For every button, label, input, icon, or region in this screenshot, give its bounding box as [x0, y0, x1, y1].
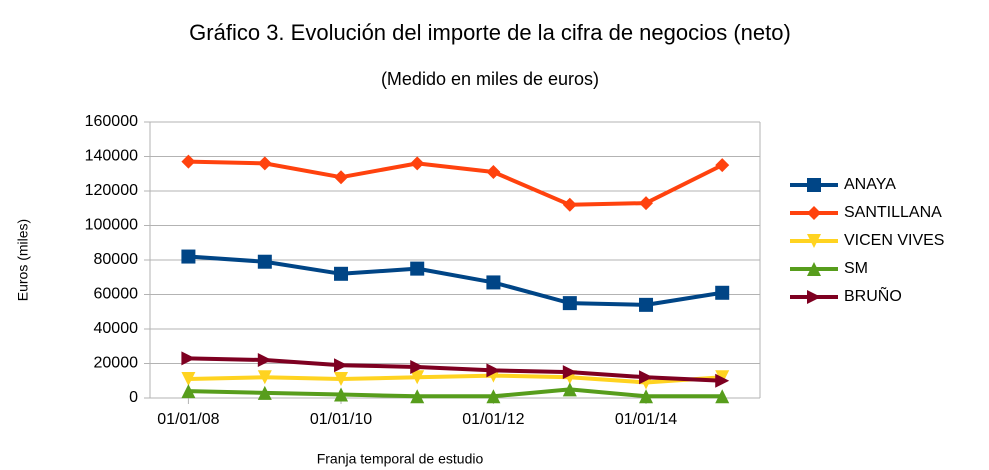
point	[715, 373, 730, 388]
point	[410, 156, 425, 171]
legend-marker	[807, 290, 821, 304]
point	[410, 359, 425, 374]
point	[181, 372, 196, 387]
point	[181, 249, 196, 264]
point	[486, 363, 501, 378]
point	[334, 387, 349, 402]
point	[639, 297, 654, 312]
y-tick-label: 100000	[85, 217, 138, 234]
point	[486, 165, 501, 180]
legend-marker	[807, 262, 821, 276]
point	[257, 254, 272, 269]
point	[334, 372, 349, 387]
point	[257, 370, 272, 385]
x-tick-label: 01/01/08	[157, 411, 219, 428]
point	[562, 365, 577, 380]
series-line	[188, 159, 724, 207]
legend-label: BRUÑO	[844, 285, 902, 305]
y-tick-label: 120000	[85, 182, 138, 199]
series-line	[188, 356, 723, 383]
point	[639, 389, 654, 404]
series-line	[188, 373, 723, 385]
point	[486, 389, 501, 404]
point	[562, 197, 577, 212]
y-axis-label: Euros (miles)	[15, 219, 31, 301]
point	[639, 196, 654, 211]
point	[181, 384, 196, 399]
y-tick-label: 140000	[85, 148, 138, 165]
point	[410, 370, 425, 385]
point	[410, 389, 425, 404]
legend-label: VICEN VIVES	[844, 232, 944, 249]
legend-marker	[807, 178, 821, 192]
point	[486, 275, 501, 290]
point	[715, 158, 730, 173]
series-line	[188, 254, 723, 307]
point	[181, 351, 196, 366]
x-tick-label: 01/01/12	[462, 411, 524, 428]
point	[334, 266, 349, 281]
point	[257, 156, 272, 171]
y-tick-label: 160000	[85, 113, 138, 130]
point	[181, 154, 196, 169]
point	[257, 353, 272, 368]
point	[334, 170, 349, 185]
point	[562, 296, 577, 311]
point	[257, 385, 272, 400]
y-tick-label: 20000	[94, 355, 139, 372]
series-line	[188, 387, 723, 399]
x-tick-label: 01/01/14	[615, 411, 677, 428]
x-axis-label: Franja temporal de estudio	[317, 451, 484, 467]
legend-marker	[807, 206, 821, 220]
legend-label: SANTILLANA	[844, 204, 942, 221]
y-tick-label: 60000	[94, 286, 139, 303]
point	[715, 285, 730, 300]
legend-marker	[807, 234, 821, 248]
chart-title: Gráfico 3. Evolución del importe de la c…	[189, 20, 791, 45]
chart-subtitle: (Medido en miles de euros)	[381, 69, 599, 89]
y-tick-label: 0	[129, 389, 138, 406]
y-tick-label: 40000	[94, 320, 139, 337]
point	[715, 389, 730, 404]
x-tick-label: 01/01/10	[310, 411, 372, 428]
point	[562, 382, 577, 397]
point	[410, 261, 425, 276]
y-tick-label: 80000	[94, 251, 139, 268]
legend-label: SM	[844, 260, 868, 277]
point	[334, 358, 349, 373]
legend-label: ANAYA	[844, 176, 896, 193]
point	[639, 370, 654, 385]
